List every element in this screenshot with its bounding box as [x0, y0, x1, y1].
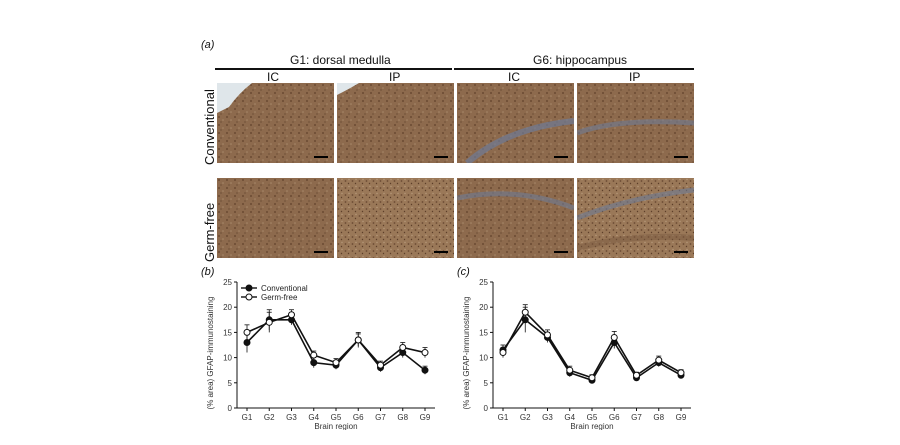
x-tick-label: G2 [520, 413, 531, 422]
figure: (a) G1: dorsal medulla G6: hippocampus I… [195, 30, 700, 430]
data-point-conventional [243, 338, 251, 346]
series-line-germ-free [502, 310, 682, 379]
scale-bar [674, 251, 688, 253]
y-tick-label: 10 [479, 354, 488, 363]
panel-c-letter: (c) [457, 266, 470, 278]
micrograph-conventional-g6-ic [457, 83, 574, 163]
group-rule-g1 [215, 68, 452, 70]
data-point-germ-free [288, 311, 295, 319]
y-tick-label: 15 [223, 328, 232, 337]
x-tick-label: G3 [542, 413, 553, 422]
y-tick-label: 25 [479, 278, 488, 287]
legend-marker [245, 293, 253, 301]
x-tick-label: G8 [397, 413, 408, 422]
scale-bar [434, 251, 448, 253]
y-tick-label: 10 [223, 354, 232, 363]
x-tick-label: G7 [631, 413, 642, 422]
x-tick-label: G9 [676, 413, 687, 422]
y-axis-label: (% area) GFAP-immunostaining [462, 297, 471, 410]
data-point-germ-free [332, 359, 340, 367]
x-axis-label: Brain region [570, 422, 613, 430]
y-tick-label: 0 [228, 404, 233, 413]
panel-a-letter: (a) [201, 39, 215, 51]
scale-bar [434, 156, 448, 158]
row-label-conventional: Conventional [202, 89, 217, 165]
y-tick-label: 5 [228, 379, 233, 388]
scale-bar [314, 251, 328, 253]
data-point-germ-free [377, 361, 384, 369]
group-title-g6: G6: hippocampus [533, 53, 628, 67]
y-tick-label: 20 [479, 303, 488, 312]
legend-marker [245, 284, 253, 292]
data-point-germ-free [610, 333, 618, 341]
x-tick-label: G4 [308, 413, 319, 422]
y-tick-label: 15 [479, 328, 488, 337]
micrograph-germfree-g1-ip [337, 178, 454, 258]
micrograph-conventional-g1-ic [217, 83, 334, 163]
x-tick-label: G9 [420, 413, 431, 422]
group-rule-g6 [454, 68, 694, 70]
y-tick-label: 5 [484, 379, 489, 388]
data-point-germ-free [265, 318, 273, 326]
micrograph-conventional-g1-ip [337, 83, 454, 163]
x-tick-label: G5 [587, 413, 598, 422]
legend-label: Germ-free [261, 293, 298, 302]
data-point-germ-free [421, 349, 429, 357]
scale-bar [554, 251, 568, 253]
x-axis-label: Brain region [314, 422, 357, 430]
col-label-g1-ip: IP [389, 70, 401, 84]
data-point-conventional [310, 359, 318, 367]
y-axis-label: (% area) GFAP-immunostaining [206, 297, 215, 410]
data-point-germ-free [566, 366, 574, 374]
y-tick-label: 25 [223, 278, 232, 287]
row-label-germ-free: Germ-free [202, 202, 217, 262]
series-line-conventional [502, 318, 682, 382]
x-tick-label: G3 [286, 413, 297, 422]
micrograph-conventional-g6-ip [577, 83, 694, 163]
col-label-g6-ip: IP [629, 70, 641, 84]
chart-c: 0 5 10 15 20 25 G1 G2 G3 G4 G5 G6 G7 G8 G9 Brain region… [462, 278, 691, 430]
col-label-g1-ic: IC [267, 70, 279, 84]
data-point-germ-free [677, 369, 685, 377]
data-point-germ-free [310, 351, 318, 359]
data-point-germ-free [521, 308, 529, 316]
x-tick-label: G2 [264, 413, 275, 422]
chart-b: 0 5 10 15 20 25 G1 G2 G3 G4 G5 G6 G7 G8 G9 Brain region… [206, 278, 435, 430]
data-point-germ-free [354, 336, 362, 344]
x-tick-label: G5 [331, 413, 342, 422]
x-tick-label: G8 [653, 413, 664, 422]
data-point-germ-free [633, 371, 640, 379]
scale-bar [674, 156, 688, 158]
data-point-germ-free [588, 374, 596, 382]
data-point-conventional [421, 366, 429, 374]
y-tick-label: 0 [484, 404, 489, 413]
group-title-g1: G1: dorsal medulla [290, 53, 391, 67]
x-tick-label: G1 [498, 413, 509, 422]
legend-label: Conventional [261, 284, 308, 293]
micrograph-germfree-g1-ic [217, 178, 334, 258]
data-point-germ-free [399, 344, 407, 352]
x-tick-label: G4 [564, 413, 575, 422]
data-point-germ-free [243, 328, 251, 336]
x-tick-label: G7 [375, 413, 386, 422]
data-point-germ-free [499, 349, 507, 357]
x-tick-label: G6 [609, 413, 620, 422]
x-tick-label: G6 [353, 413, 364, 422]
x-tick-label: G1 [242, 413, 253, 422]
micrograph-germfree-g6-ip [577, 178, 694, 258]
scale-bar [554, 156, 568, 158]
data-point-germ-free [655, 356, 663, 364]
series-line-germ-free [246, 313, 426, 367]
panel-b-letter: (b) [201, 266, 215, 278]
micrograph-germfree-g6-ic [457, 178, 574, 258]
y-tick-label: 20 [223, 303, 232, 312]
data-point-germ-free [544, 331, 551, 339]
col-label-g6-ic: IC [508, 70, 520, 84]
scale-bar [314, 156, 328, 158]
